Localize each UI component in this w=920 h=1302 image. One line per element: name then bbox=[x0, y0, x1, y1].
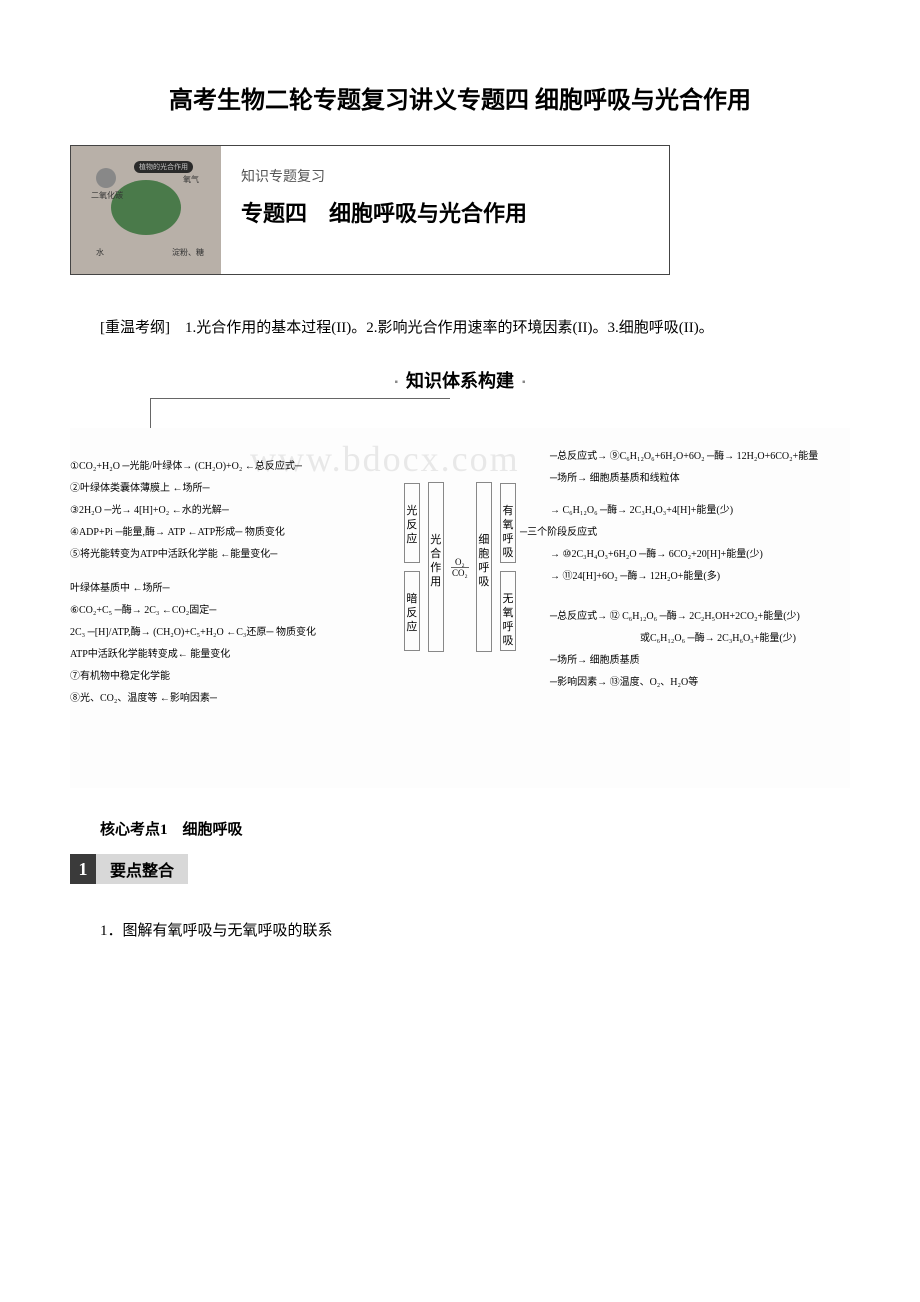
dg-l6a: ⑥CO₂+C₅ ─酶→ 2C₃ ←CO₂固定─ bbox=[70, 602, 380, 620]
dg-l3a: ③2H₂O ─光→ 4[H]+O₂ ←水的光解─ bbox=[70, 502, 380, 520]
dg-r3c: → ⑪24[H]+6O₂ ─酶→ 12H₂O+能量(多) bbox=[550, 568, 850, 586]
center-co2: CO₂ bbox=[451, 568, 469, 578]
dg-r3l: ─三个阶段反应式 bbox=[520, 524, 850, 542]
dg-l5: 叶绿体基质中 ←场所─ bbox=[70, 580, 380, 598]
center-aerobic: 有氧呼吸 bbox=[500, 483, 516, 563]
dg-l7b: ⑦有机物中稳定化学能 bbox=[70, 668, 380, 686]
dg-r3b: → ⑩2C₃H₄O₃+6H₂O ─酶→ 6CO₂+20[H]+能量(少) bbox=[550, 546, 850, 564]
yaodian-tag: 1 要点整合 bbox=[70, 854, 850, 884]
dg-r6: ─影响因素→ ⑬温度、O₂、H₂O等 bbox=[550, 674, 850, 692]
center-light-dark: 光反应 bbox=[404, 483, 420, 563]
center-anaerobic: 无氧呼吸 bbox=[500, 571, 516, 651]
subtitle: 知识专题复习 bbox=[241, 166, 649, 186]
diagram-center: 光反应 暗反应 光合作用 O₂ CO₂ 细胞呼吸 bbox=[400, 478, 520, 656]
dg-l7: ATP中活跃化学能转变成← 能量变化 bbox=[70, 646, 380, 664]
dg-l1: ①CO₂+H₂O ─光能/叶绿体→ (CH₂O)+O₂ ←总反应式─ bbox=[70, 458, 380, 476]
kaogang-text: [重温考纲] 1.光合作用的基本过程(II)。2.影响光合作用速率的环境因素(I… bbox=[70, 315, 850, 342]
dg-r4a: ─总反应式→ ⑫ C₆H₁₂O₆ ─酶→ 2C₂H₅OH+2CO₂+能量(少) bbox=[550, 608, 850, 626]
diagram-right-column: ─总反应式→ ⑨C₆H₁₂O₆+6H₂O+6O₂ ─酶→ 12H₂O+6CO₂+… bbox=[550, 448, 850, 696]
dg-r2: ─场所→ 细胞质基质和线粒体 bbox=[550, 470, 850, 488]
dg-r5: ─场所→ 细胞质基质 bbox=[550, 652, 850, 670]
yaodian-label: 要点整合 bbox=[96, 854, 188, 884]
core-point-1-title: 核心考点1 细胞呼吸 bbox=[70, 818, 850, 839]
thumb-badge: 植物的光合作用 bbox=[134, 161, 193, 173]
thumb-label-o2: 氧气 bbox=[183, 174, 199, 185]
center-dark-reaction: 暗反应 bbox=[404, 571, 420, 651]
center-photosynthesis: 光合作用 bbox=[428, 482, 444, 652]
diagram-left-column: ①CO₂+H₂O ─光能/叶绿体→ (CH₂O)+O₂ ←总反应式─ ②叶绿体类… bbox=[70, 458, 380, 712]
dg-l8: ⑧光、CO₂、温度等 ←影响因素─ bbox=[70, 690, 380, 708]
sub-point-1: 1．图解有氧呼吸与无氧呼吸的联系 bbox=[70, 919, 850, 940]
thumb-label-co2: 二氧化碳 bbox=[91, 190, 123, 201]
thumb-label-water: 水 bbox=[96, 247, 104, 258]
header-box: 植物的光合作用 二氧化碳 氧气 水 淀粉、糖 知识专题复习 专题四 细胞呼吸与光… bbox=[70, 145, 670, 275]
dg-l3b: ④ADP+Pi ─能量,酶→ ATP ←ATP形成─ 物质变化 bbox=[70, 524, 380, 542]
dg-r1: ─总反应式→ ⑨C₆H₁₂O₆+6H₂O+6O₂ ─酶→ 12H₂O+6CO₂+… bbox=[550, 448, 850, 466]
thumb-label-sugar: 淀粉、糖 bbox=[172, 247, 204, 258]
page-title: 高考生物二轮专题复习讲义专题四 细胞呼吸与光合作用 bbox=[70, 80, 850, 115]
tree-thumbnail: 植物的光合作用 二氧化碳 氧气 水 淀粉、糖 bbox=[71, 146, 221, 274]
dg-r3a: → C₆H₁₂O₆ ─酶→ 2C₃H₄O₃+4[H]+能量(少) bbox=[550, 502, 850, 520]
dg-r4b: 或C₆H₁₂O₆ ─酶→ 2C₃H₆O₃+能量(少) bbox=[640, 630, 850, 648]
yaodian-num: 1 bbox=[70, 854, 96, 884]
center-o2: O₂ bbox=[451, 557, 469, 567]
center-cell-respiration: 细胞呼吸 bbox=[476, 482, 492, 652]
dg-l4: ⑤将光能转变为ATP中活跃化学能 ←能量变化─ bbox=[70, 546, 380, 564]
topic-title: 专题四 细胞呼吸与光合作用 bbox=[241, 196, 649, 228]
dg-l2: ②叶绿体类囊体薄膜上 ←场所─ bbox=[70, 480, 380, 498]
header-text: 知识专题复习 专题四 细胞呼吸与光合作用 bbox=[221, 146, 669, 274]
dg-l6b: 2C₃ ─[H]/ATP,酶→ (CH₂O)+C₅+H₂O ←C₃还原─ 物质变… bbox=[70, 624, 380, 642]
knowledge-diagram: www.bdocx.com ①CO₂+H₂O ─光能/叶绿体→ (CH₂O)+O… bbox=[70, 428, 850, 788]
section-header: 知识体系构建 bbox=[70, 367, 850, 393]
